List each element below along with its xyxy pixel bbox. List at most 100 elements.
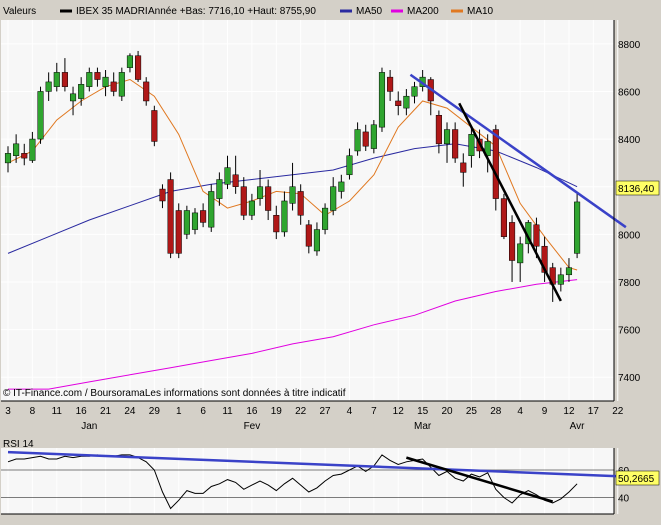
candle-body [330, 186, 337, 211]
candle-body [378, 72, 386, 128]
candle-body [435, 115, 442, 145]
candle-body [468, 134, 475, 156]
ma-line-ma200 [8, 279, 578, 390]
candle-body [208, 191, 215, 228]
x-tick-label: 24 [124, 406, 136, 417]
legend-ma200: MA200 [407, 6, 439, 17]
candle-body [460, 162, 467, 173]
candle-body [500, 198, 507, 237]
candle-body [362, 131, 369, 147]
candle-body [411, 86, 418, 97]
candle-body [256, 186, 264, 199]
candle-body [126, 55, 134, 68]
x-tick-label: 25 [466, 406, 478, 417]
candle-body [232, 174, 239, 187]
x-tick-label: 4 [347, 406, 353, 417]
candle-body [509, 222, 516, 261]
candle-body [565, 267, 573, 276]
x-tick-label: 29 [149, 406, 161, 417]
y-tick-label: 8800 [618, 40, 641, 51]
candle-body [159, 188, 166, 202]
candle-body [305, 224, 312, 247]
legend-ma50: MA50 [356, 6, 383, 17]
candle-body [443, 129, 451, 145]
x-tick-label: 6 [200, 406, 206, 417]
x-tick-label: 22 [612, 406, 624, 417]
candle-body [183, 210, 190, 235]
x-tick-label: 8 [30, 406, 36, 417]
candle-body [346, 155, 353, 176]
candle-body [94, 72, 101, 80]
candle-body [281, 200, 288, 233]
x-tick-label: 11 [222, 406, 233, 417]
candle-body [541, 245, 548, 273]
candle-body [151, 110, 158, 142]
rsi-tick-label: 40 [618, 494, 630, 505]
candle-body [370, 124, 377, 149]
x-tick-label: 21 [100, 406, 112, 417]
candle-body [452, 129, 459, 159]
candle-body [200, 210, 207, 223]
candle-body [273, 215, 280, 233]
rsi-last-label: 50,2665 [618, 474, 655, 485]
rsi-plot-area [1, 448, 614, 514]
month-label: Mar [414, 421, 432, 432]
y-tick-label: 7800 [618, 278, 641, 289]
candle-body [4, 153, 12, 164]
x-tick-label: 20 [441, 406, 453, 417]
candle-body [167, 179, 174, 254]
candle-body [354, 129, 361, 152]
candle-body [517, 243, 524, 264]
x-tick-label: 3 [5, 406, 11, 417]
trendline [458, 102, 562, 302]
candle-body [29, 138, 36, 161]
candle-body [191, 212, 199, 230]
legend-ma10: MA10 [467, 6, 494, 17]
candle-body [387, 76, 394, 92]
candle-body [403, 95, 410, 109]
trendline [409, 73, 627, 229]
candle-body [143, 81, 150, 102]
month-label: Avr [570, 421, 585, 432]
candle-body [37, 91, 44, 140]
candle-body [135, 55, 142, 80]
candle-body [574, 201, 581, 254]
x-tick-label: 17 [588, 406, 600, 417]
source-note: © IT-Finance.com / BoursoramaLes informa… [3, 388, 346, 399]
x-tick-label: 19 [271, 406, 283, 417]
candle-body [216, 179, 223, 199]
y-tick-label: 8600 [618, 87, 641, 98]
x-tick-label: 11 [52, 406, 63, 417]
header-range: Année +Bas: 7716,10 +Haut: 8755,90 [148, 6, 316, 17]
candle-body [21, 153, 28, 159]
candle-body [289, 186, 296, 204]
candle-body [110, 81, 117, 92]
x-tick-label: 16 [246, 406, 258, 417]
candle-body [313, 229, 320, 252]
candle-body [248, 200, 255, 216]
candle-body [13, 143, 20, 156]
candle-body [322, 207, 329, 230]
x-tick-label: 7 [371, 406, 377, 417]
candle-body [297, 191, 304, 216]
candle-body [175, 210, 182, 254]
candle-body [118, 72, 125, 97]
candle-body [395, 100, 402, 106]
candle-body [78, 84, 85, 99]
rsi-trendline [406, 456, 554, 503]
candle-body [61, 72, 68, 87]
x-tick-label: 16 [76, 406, 88, 417]
candle-body [53, 72, 60, 87]
y-tick-label: 7400 [618, 373, 641, 384]
price-plot-area [1, 20, 614, 401]
candle-body [557, 274, 564, 285]
month-label: Fev [244, 421, 261, 432]
rsi-label: RSI 14 [3, 439, 34, 450]
x-tick-label: 15 [417, 406, 429, 417]
candle-body [338, 181, 345, 192]
rsi-last-badge [615, 470, 660, 486]
candle-body [484, 141, 491, 156]
x-tick-label: 27 [320, 406, 332, 417]
